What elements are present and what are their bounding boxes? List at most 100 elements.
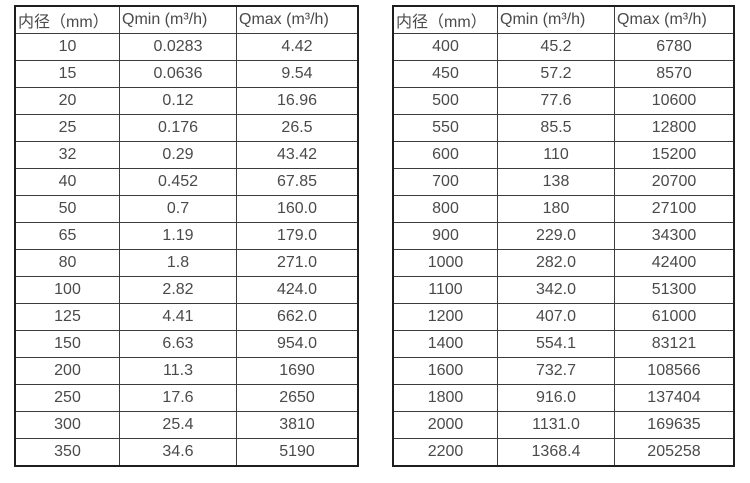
cell: 0.7 [119,195,237,223]
cell: 0.0283 [119,33,237,61]
table-row: 1000 282.0 42400 [392,249,735,277]
cell: 4.42 [236,33,359,61]
cell: 65 [14,222,120,250]
column-header: Qmin (m³/h) [119,5,237,34]
cell: 6.63 [119,330,237,358]
cell: 1100 [392,276,498,304]
header-row: 内径（mm） Qmin (m³/h) Qmax (m³/h) [392,5,735,34]
table-row: 10 0.0283 4.42 [14,33,359,61]
cell: 110 [497,141,615,169]
cell: 1.19 [119,222,237,250]
cell: 85.5 [497,114,615,142]
cell: 1690 [236,357,359,385]
cell: 662.0 [236,303,359,331]
cell: 138 [497,168,615,196]
cell: 2000 [392,411,498,439]
table-row: 200 11.3 1690 [14,357,359,385]
cell: 9.54 [236,60,359,88]
table-row: 250 17.6 2650 [14,384,359,412]
cell: 42400 [614,249,735,277]
cell: 3810 [236,411,359,439]
table-row: 1200 407.0 61000 [392,303,735,331]
table-row: 550 85.5 12800 [392,114,735,142]
table-row: 900 229.0 34300 [392,222,735,250]
cell: 400 [392,33,498,61]
flow-table-small-diameters: 内径（mm） Qmin (m³/h) Qmax (m³/h) 10 0.0283 4.4… [14,5,359,467]
column-header: Qmax (m³/h) [236,5,359,34]
cell: 300 [14,411,120,439]
cell: 17.6 [119,384,237,412]
cell: 77.6 [497,87,615,115]
table-row: 40 0.452 67.85 [14,168,359,196]
cell: 0.176 [119,114,237,142]
cell: 700 [392,168,498,196]
cell: 0.0636 [119,60,237,88]
cell: 282.0 [497,249,615,277]
cell: 1.8 [119,249,237,277]
cell: 205258 [614,438,735,467]
cell: 407.0 [497,303,615,331]
table-row: 350 34.6 5190 [14,438,359,467]
table-row: 400 45.2 6780 [392,33,735,61]
cell: 1800 [392,384,498,412]
table-row: 300 25.4 3810 [14,411,359,439]
cell: 57.2 [497,60,615,88]
table-row: 150 6.63 954.0 [14,330,359,358]
table-row: 1600 732.7 108566 [392,357,735,385]
cell: 12800 [614,114,735,142]
cell: 2200 [392,438,498,467]
column-header: 内径（mm） [392,5,498,34]
cell: 50 [14,195,120,223]
cell: 43.42 [236,141,359,169]
cell: 600 [392,141,498,169]
cell: 26.5 [236,114,359,142]
cell: 67.85 [236,168,359,196]
cell: 1000 [392,249,498,277]
cell: 125 [14,303,120,331]
table-row: 100 2.82 424.0 [14,276,359,304]
cell: 15 [14,60,120,88]
table-row: 15 0.0636 9.54 [14,60,359,88]
table-row: 25 0.176 26.5 [14,114,359,142]
cell: 554.1 [497,330,615,358]
column-header: Qmin (m³/h) [497,5,615,34]
cell: 27100 [614,195,735,223]
table-row: 50 0.7 160.0 [14,195,359,223]
cell: 900 [392,222,498,250]
cell: 6780 [614,33,735,61]
cell: 0.452 [119,168,237,196]
cell: 550 [392,114,498,142]
cell: 40 [14,168,120,196]
cell: 1200 [392,303,498,331]
cell: 2.82 [119,276,237,304]
cell: 1600 [392,357,498,385]
table-row: 450 57.2 8570 [392,60,735,88]
cell: 34.6 [119,438,237,467]
cell: 10600 [614,87,735,115]
table-row: 1100 342.0 51300 [392,276,735,304]
cell: 179.0 [236,222,359,250]
cell: 4.41 [119,303,237,331]
cell: 32 [14,141,120,169]
cell: 0.12 [119,87,237,115]
cell: 229.0 [497,222,615,250]
header-row: 内径（mm） Qmin (m³/h) Qmax (m³/h) [14,5,359,34]
table-row: 80 1.8 271.0 [14,249,359,277]
cell: 954.0 [236,330,359,358]
cell: 45.2 [497,33,615,61]
table-row: 500 77.6 10600 [392,87,735,115]
cell: 108566 [614,357,735,385]
cell: 160.0 [236,195,359,223]
cell: 15200 [614,141,735,169]
cell: 80 [14,249,120,277]
table-row: 1400 554.1 83121 [392,330,735,358]
cell: 20 [14,87,120,115]
table-row: 20 0.12 16.96 [14,87,359,115]
flow-spec-tables: 内径（mm） Qmin (m³/h) Qmax (m³/h) 10 0.0283 4.4… [14,5,735,467]
column-header: Qmax (m³/h) [614,5,735,34]
cell: 169635 [614,411,735,439]
cell: 34300 [614,222,735,250]
cell: 916.0 [497,384,615,412]
cell: 61000 [614,303,735,331]
cell: 250 [14,384,120,412]
